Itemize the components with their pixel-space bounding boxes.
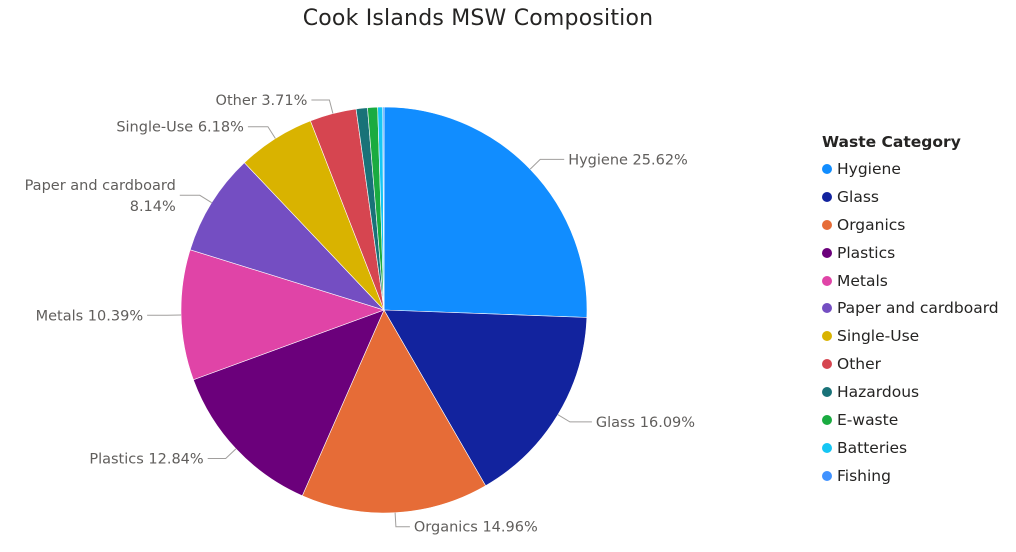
legend-item-single-use[interactable]: Single-Use	[822, 322, 999, 350]
legend-item-batteries[interactable]: Batteries	[822, 434, 999, 462]
legend-label: Metals	[837, 271, 888, 290]
legend-marker	[822, 219, 832, 230]
pie-slice-fishing[interactable]	[382, 106, 385, 311]
legend-label: Glass	[837, 187, 879, 206]
legend-marker	[822, 191, 832, 202]
slice-label-hygiene: Hygiene 25.62%	[568, 152, 688, 168]
legend-item-hygiene[interactable]: Hygiene	[822, 155, 999, 183]
legend-marker	[822, 275, 832, 286]
legend-marker	[822, 359, 832, 370]
slice-label-metals: Metals 10.39%	[36, 308, 143, 324]
pie-slice-paper-and-cardboard[interactable]	[189, 162, 386, 311]
legend-item-glass[interactable]: Glass	[822, 183, 999, 211]
leader-line	[207, 448, 237, 459]
leader-line	[311, 99, 334, 114]
legend-marker	[822, 442, 832, 453]
legend-item-plastics[interactable]: Plastics	[822, 239, 999, 267]
legend-label: Hazardous	[837, 383, 920, 402]
legend-item-e-waste[interactable]: E-waste	[822, 406, 999, 434]
legend-marker	[822, 331, 832, 342]
slice-label-paper-and-cardboard: Paper and cardboard 8.14%	[25, 178, 176, 215]
leader-line	[557, 414, 592, 423]
legend-marker	[822, 387, 832, 398]
slice-label-organics: Organics 14.96%	[414, 520, 538, 536]
legend-item-other[interactable]: Other	[822, 350, 999, 378]
legend-title: Waste Category	[822, 133, 961, 151]
legend-label: E-waste	[837, 410, 899, 429]
legend-item-organics[interactable]: Organics	[822, 211, 999, 239]
legend-item-hazardous[interactable]: Hazardous	[822, 378, 999, 406]
legend-label: Other	[837, 355, 882, 374]
chart-title: Cook Islands MSW Composition	[302, 6, 654, 31]
legend-label: Single-Use	[837, 327, 920, 346]
legend-item-fishing[interactable]: Fishing	[822, 462, 999, 490]
legend-label: Paper and cardboard	[837, 299, 999, 318]
legend-item-paper-and-cardboard[interactable]: Paper and cardboard	[822, 294, 999, 322]
slice-label-single-use: Single-Use 6.18%	[116, 120, 244, 136]
legend-label: Batteries	[837, 438, 908, 457]
leader-line	[247, 126, 276, 139]
legend-label: Plastics	[837, 243, 896, 262]
legend-marker	[822, 163, 832, 174]
legend-label: Hygiene	[837, 159, 901, 178]
slice-label-glass: Glass 16.09%	[596, 415, 695, 431]
leader-line	[179, 194, 212, 204]
legend: Waste Category Hygiene Glass Organics Plast…	[822, 133, 999, 490]
legend-marker	[822, 470, 832, 481]
legend-label: Organics	[837, 215, 906, 234]
pie-slice-organics[interactable]	[301, 309, 487, 514]
slice-label-plastics: Plastics 12.84%	[89, 452, 203, 468]
legend-marker	[822, 414, 832, 425]
leader-line	[394, 512, 410, 528]
legend-marker	[822, 247, 832, 258]
legend-marker	[822, 303, 832, 314]
legend-item-metals[interactable]: Metals	[822, 267, 999, 295]
leader-line	[529, 158, 565, 170]
pie-slice-hygiene[interactable]	[383, 106, 588, 318]
pie-slice-plastics[interactable]	[192, 309, 385, 497]
slice-label-other: Other 3.71%	[216, 93, 308, 109]
legend-label: Fishing	[837, 466, 891, 485]
pie-chart: Hygiene 25.62% Glass 16.09% Organics 14.96…	[25, 93, 695, 536]
